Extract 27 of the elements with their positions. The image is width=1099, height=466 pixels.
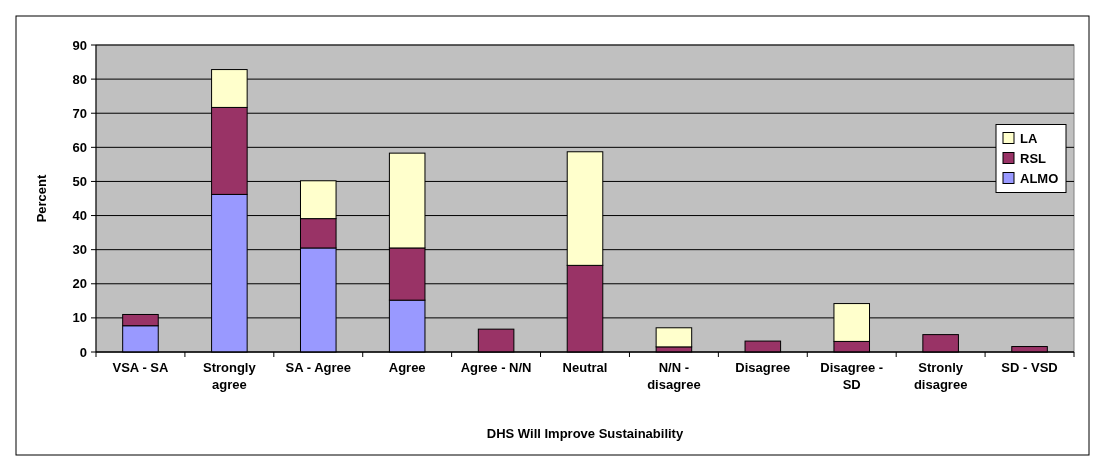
x-tick-label: Strongly agree xyxy=(203,360,257,392)
x-tick-label: Agree - N/N xyxy=(460,360,532,375)
y-tick-label: 20 xyxy=(72,276,87,292)
x-tick-label: SD - VSD xyxy=(1001,360,1058,375)
x-tick-label: Agree xyxy=(388,360,426,375)
legend-label: RSL xyxy=(1020,151,1047,167)
x-tick-label: Neutral xyxy=(562,360,608,375)
y-tick-label: 40 xyxy=(72,208,87,224)
y-tick-label: 0 xyxy=(79,344,87,360)
x-tick-label: Stronly disagree xyxy=(913,360,968,392)
x-tick-label: Disagree - SD xyxy=(820,360,884,392)
x-tick-label: SA - Agree xyxy=(285,360,352,375)
y-tick-label: 30 xyxy=(72,242,87,258)
x-axis-title: DHS Will Improve Sustainability xyxy=(486,426,684,441)
y-tick-label: 60 xyxy=(72,139,87,155)
legend-label: LA xyxy=(1020,131,1038,147)
y-tick-label: 70 xyxy=(72,105,87,121)
y-tick-label: 50 xyxy=(72,173,87,189)
y-tick-label: 90 xyxy=(72,37,87,53)
y-tick-label: 10 xyxy=(72,310,87,326)
y-axis-title: Percent xyxy=(34,173,49,223)
legend-label: ALMO xyxy=(1020,171,1059,187)
y-tick-label: 80 xyxy=(72,71,87,87)
x-tick-label: VSA - SA xyxy=(112,360,169,375)
bar xyxy=(655,327,693,348)
x-tick-label: N/N - disagree xyxy=(647,360,701,392)
x-tick-label: Disagree xyxy=(735,360,791,375)
